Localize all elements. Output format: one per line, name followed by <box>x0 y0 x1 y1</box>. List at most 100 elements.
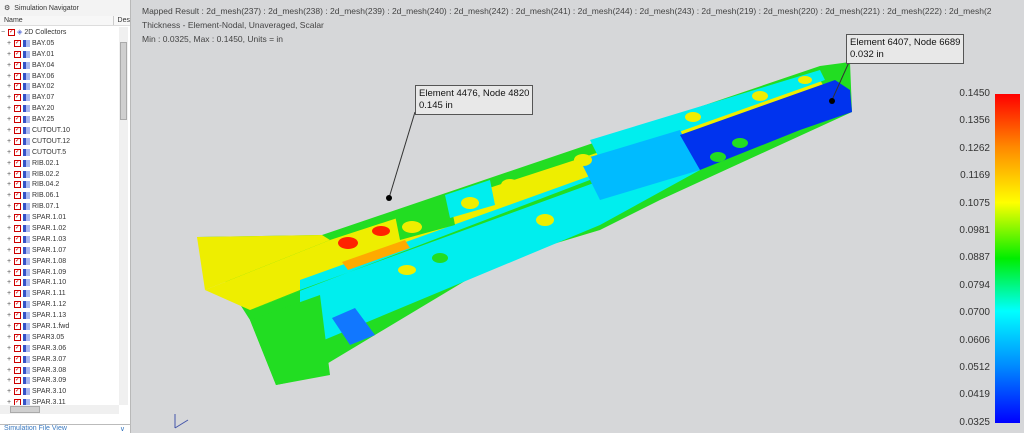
tree-item[interactable]: + ✓ BAY.25 <box>6 116 55 124</box>
expand-icon[interactable]: + <box>6 214 12 222</box>
tree-item[interactable]: + ✓ SPAR.3.07 <box>6 355 67 363</box>
checkbox[interactable]: ✓ <box>14 192 21 200</box>
tree-item[interactable]: + ✓ BAY.05 <box>6 39 55 47</box>
tree-item[interactable]: + ✓ SPAR.1.03 <box>6 235 67 243</box>
expand-icon[interactable]: + <box>6 105 12 113</box>
checkbox[interactable]: ✓ <box>14 170 21 178</box>
expand-icon[interactable]: + <box>6 203 12 211</box>
checkbox[interactable]: ✓ <box>14 344 21 352</box>
expand-icon[interactable]: + <box>6 257 12 265</box>
expand-icon[interactable]: + <box>6 50 12 58</box>
tree-item[interactable]: + ✓ SPAR.3.09 <box>6 377 67 385</box>
tree-item[interactable]: + ✓ SPAR.1.08 <box>6 257 67 265</box>
checkbox[interactable]: ✓ <box>14 268 21 276</box>
expand-icon[interactable]: + <box>6 61 12 69</box>
tree-item[interactable]: + ✓ RIB.02.2 <box>6 170 60 178</box>
expand-icon[interactable]: + <box>6 181 12 189</box>
expand-icon[interactable]: + <box>6 366 12 374</box>
checkbox[interactable]: ✓ <box>14 214 21 222</box>
checkbox[interactable]: ✓ <box>14 279 21 287</box>
collapse-icon[interactable]: − <box>0 28 6 36</box>
tree-item[interactable]: + ✓ BAY.20 <box>6 105 55 113</box>
expand-icon[interactable]: + <box>6 170 12 178</box>
tree-item[interactable]: + ✓ BAY.06 <box>6 72 55 80</box>
checkbox[interactable]: ✓ <box>14 50 21 58</box>
checkbox[interactable]: ✓ <box>14 246 21 254</box>
tree-item[interactable]: + ✓ SPAR.1.11 <box>6 290 66 298</box>
expand-icon[interactable]: + <box>6 312 12 320</box>
expand-icon[interactable]: + <box>6 322 12 330</box>
tree-item[interactable]: + ✓ SPAR.3.10 <box>6 388 67 396</box>
checkbox[interactable]: ✓ <box>14 72 21 80</box>
simulation-file-view[interactable]: Simulation File View ∨ <box>0 424 131 433</box>
tree-item[interactable]: + ✓ SPAR.1.12 <box>6 301 67 309</box>
checkbox[interactable]: ✓ <box>14 126 21 134</box>
checkbox[interactable]: ✓ <box>14 203 21 211</box>
checkbox[interactable]: ✓ <box>14 39 21 47</box>
expand-icon[interactable]: ∨ <box>119 426 125 433</box>
expand-icon[interactable]: + <box>6 148 12 156</box>
tree-item[interactable]: + ✓ CUTOUT.12 <box>6 137 70 145</box>
checkbox[interactable]: ✓ <box>14 377 21 385</box>
tree-item[interactable]: + ✓ SPAR.1.13 <box>6 312 67 320</box>
tree-item[interactable]: + ✓ RIB.07.1 <box>6 203 60 211</box>
checkbox[interactable]: ✓ <box>14 322 21 330</box>
vertical-scrollbar[interactable] <box>119 27 128 405</box>
expand-icon[interactable]: + <box>6 83 12 91</box>
checkbox[interactable]: ✓ <box>14 159 21 167</box>
expand-icon[interactable]: + <box>6 224 12 232</box>
expand-icon[interactable]: + <box>6 39 12 47</box>
tree-item[interactable]: + ✓ RIB.02.1 <box>6 159 60 167</box>
tree-item[interactable]: + ✓ RIB.06.1 <box>6 192 60 200</box>
checkbox[interactable]: ✓ <box>14 83 21 91</box>
expand-icon[interactable]: + <box>6 268 12 276</box>
expand-icon[interactable]: + <box>6 159 12 167</box>
checkbox[interactable]: ✓ <box>14 235 21 243</box>
expand-icon[interactable]: + <box>6 72 12 80</box>
expand-icon[interactable]: + <box>6 377 12 385</box>
tree-item[interactable]: + ✓ SPAR3.05 <box>6 333 65 341</box>
tree-item[interactable]: + ✓ SPAR.1.07 <box>6 246 67 254</box>
expand-icon[interactable]: + <box>6 126 12 134</box>
checkbox[interactable]: ✓ <box>14 61 21 69</box>
tree-item[interactable]: + ✓ SPAR.1.01 <box>6 214 67 222</box>
tree-item[interactable]: + ✓ BAY.01 <box>6 50 55 58</box>
tree-item[interactable]: + ✓ BAY.07 <box>6 94 55 102</box>
tree-item[interactable]: + ✓ SPAR.3.08 <box>6 366 67 374</box>
checkbox[interactable]: ✓ <box>14 366 21 374</box>
expand-icon[interactable]: + <box>6 399 12 407</box>
tree-item[interactable]: + ✓ SPAR.1.02 <box>6 224 67 232</box>
expand-icon[interactable]: + <box>6 388 12 396</box>
checkbox[interactable]: ✓ <box>14 290 21 298</box>
expand-icon[interactable]: + <box>6 333 12 341</box>
checkbox[interactable]: ✓ <box>14 94 21 102</box>
tree-item[interactable]: + ✓ SPAR.1.fwd <box>6 322 70 330</box>
checkbox[interactable]: ✓ <box>14 137 21 145</box>
expand-icon[interactable]: + <box>6 192 12 200</box>
tree-item[interactable]: + ✓ SPAR.1.09 <box>6 268 67 276</box>
expand-icon[interactable]: + <box>6 355 12 363</box>
checkbox[interactable]: ✓ <box>14 181 21 189</box>
checkbox[interactable]: ✓ <box>14 257 21 265</box>
expand-icon[interactable]: + <box>6 290 12 298</box>
expand-icon[interactable]: + <box>6 246 12 254</box>
tree-item[interactable]: + ✓ SPAR.1.10 <box>6 279 67 287</box>
checkbox[interactable]: ✓ <box>14 312 21 320</box>
column-description[interactable]: Des <box>117 17 130 24</box>
checkbox[interactable]: ✓ <box>14 116 21 124</box>
checkbox[interactable]: ✓ <box>14 355 21 363</box>
horizontal-scrollbar[interactable] <box>0 405 119 414</box>
checkbox[interactable]: ✓ <box>8 28 15 36</box>
column-name[interactable]: Name <box>0 16 114 25</box>
checkbox[interactable]: ✓ <box>14 301 21 309</box>
expand-icon[interactable]: + <box>6 137 12 145</box>
expand-icon[interactable]: + <box>6 116 12 124</box>
checkbox[interactable]: ✓ <box>14 105 21 113</box>
tree-item[interactable]: + ✓ CUTOUT.5 <box>6 148 67 156</box>
tree-item[interactable]: + ✓ SPAR.3.06 <box>6 344 67 352</box>
tree-item[interactable]: + ✓ BAY.04 <box>6 61 55 69</box>
expand-icon[interactable]: + <box>6 235 12 243</box>
expand-icon[interactable]: + <box>6 94 12 102</box>
expand-icon[interactable]: + <box>6 344 12 352</box>
